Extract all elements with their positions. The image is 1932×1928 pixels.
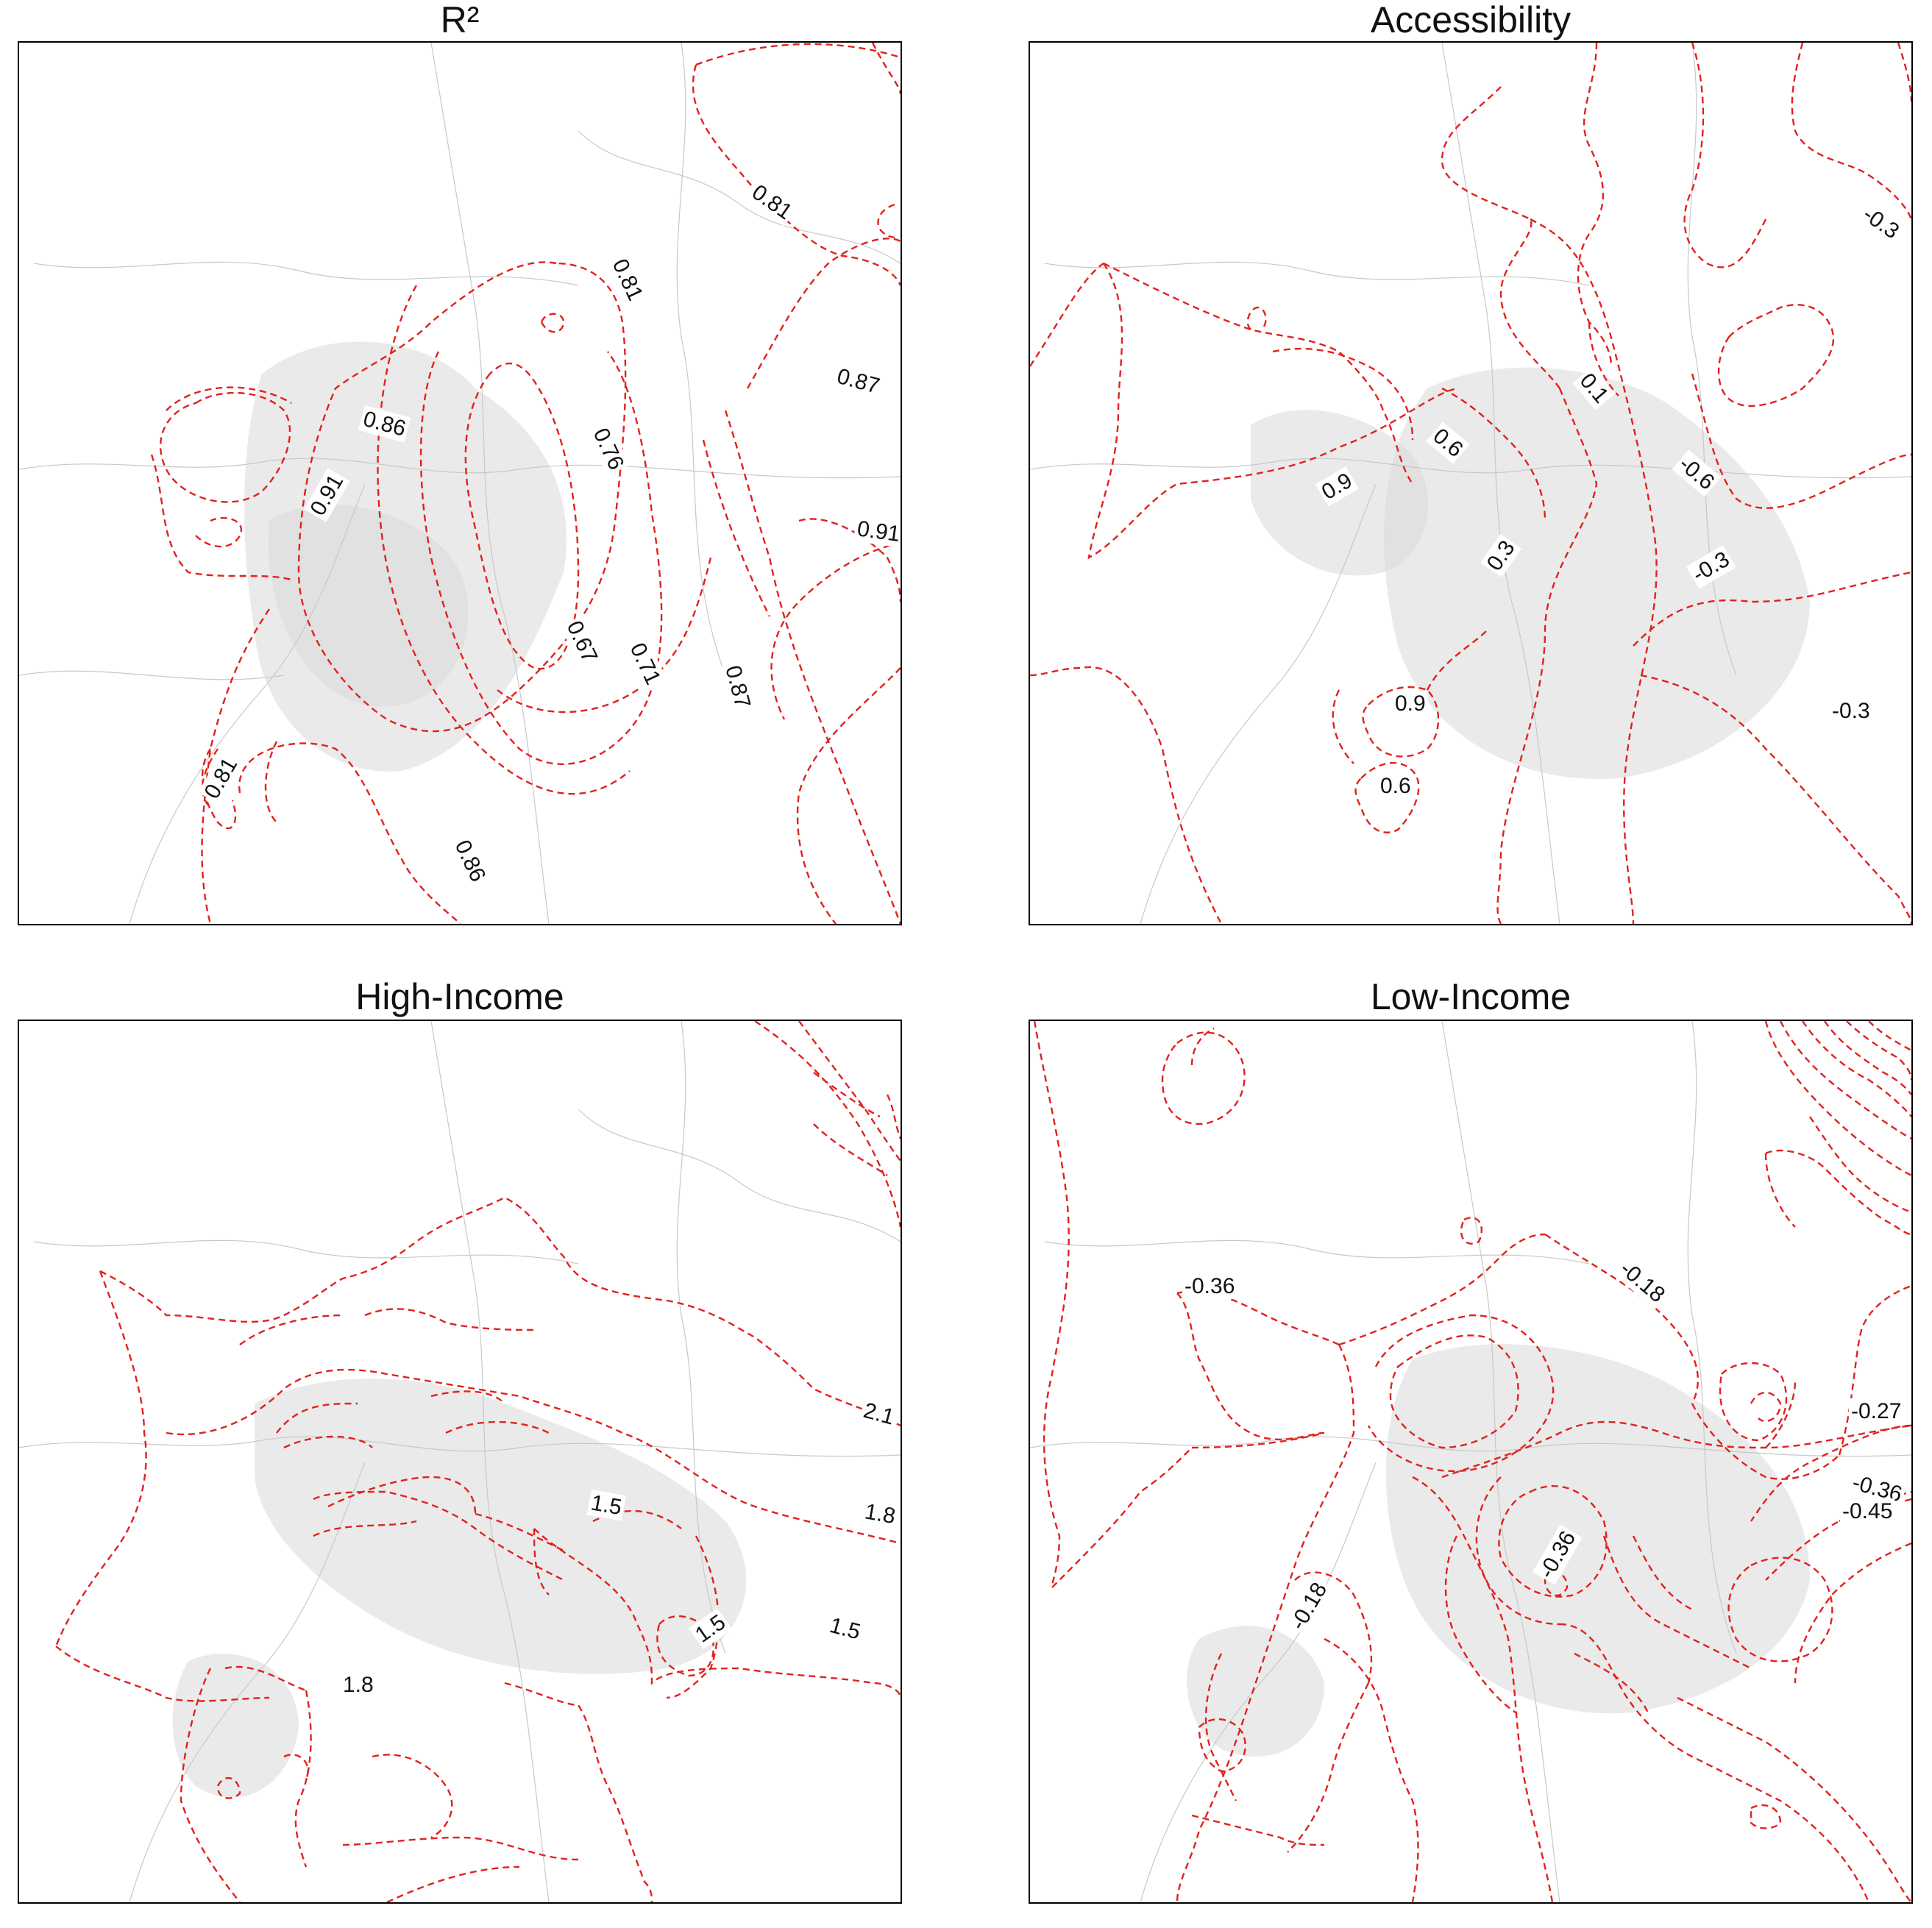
- contour-label-halo: [1284, 1576, 1334, 1637]
- contour-label-halo: [1378, 773, 1413, 799]
- contour-label-halo: [586, 421, 631, 477]
- contour-label: 2.1: [861, 1398, 897, 1430]
- contour-label-halo: [1686, 545, 1736, 589]
- road-network: [1030, 1021, 1911, 1902]
- contour-label-halo: [1847, 1469, 1907, 1509]
- contour-label-halo: [689, 1608, 733, 1650]
- contour-label-halo: [304, 468, 350, 522]
- contour-label-halo: [358, 405, 411, 443]
- contour-label: -0.36: [1185, 1274, 1235, 1298]
- contour-label: 1.5: [827, 1613, 863, 1645]
- contour-label-halo: [448, 833, 492, 889]
- contour-label-halo: [623, 636, 667, 691]
- road-network: [19, 43, 901, 924]
- contour-label-halo: [560, 614, 604, 669]
- contour-label: 1.8: [863, 1499, 898, 1529]
- contour-label: 0.87: [720, 663, 755, 711]
- contour-labels: 2.1 1.5 1.8 1.5 1.5 1.8: [341, 1397, 900, 1698]
- contour-label: -0.18: [1285, 1579, 1332, 1634]
- map-frame: -0.36 -0.18 -0.27 -0.36 -0.36 -0.45 -0.1…: [1029, 1020, 1913, 1904]
- contour-label-halo: [198, 751, 244, 805]
- contour-label-halo: [859, 1397, 900, 1431]
- contour-label-halo: [1572, 366, 1616, 410]
- contour-map: -0.36 -0.18 -0.27 -0.36 -0.36 -0.45 -0.1…: [1030, 1021, 1911, 1902]
- contour-map: 2.1 1.5 1.8 1.5 1.5 1.8: [19, 1021, 901, 1902]
- contour-label-halo: [745, 178, 799, 227]
- contour-label: -0.3: [1832, 699, 1870, 723]
- contour-map: 0.81 0.81 0.87 0.86 0.91 0.76 0.91 0.67 …: [19, 43, 901, 924]
- panel-title: R²: [440, 0, 480, 40]
- contour-label-halo: [1830, 698, 1872, 724]
- contour-label-halo: [1672, 449, 1722, 497]
- contour-label: 1.5: [589, 1490, 624, 1520]
- panel-title: Low-Income: [1370, 976, 1571, 1017]
- contour-label-halo: [860, 1498, 900, 1530]
- contour-label: 0.6: [1380, 774, 1411, 798]
- contour-label-halo: [586, 1489, 626, 1521]
- contour-lines: [1030, 43, 1911, 924]
- map-frame: -0.3 0.1 0.6 -0.6 0.9 0.3 -0.3 0.9 -0.3 …: [1029, 41, 1913, 925]
- contour-label-halo: [719, 661, 756, 714]
- contour-label: -0.45: [1842, 1499, 1892, 1523]
- contour-label-halo: [1393, 691, 1428, 716]
- contour-label-halo: [1840, 1498, 1895, 1524]
- contour-label-halo: [1855, 200, 1906, 246]
- contour-label-halo: [605, 252, 650, 307]
- contour-label-halo: [1182, 1273, 1237, 1299]
- contour-label: -0.27: [1851, 1399, 1901, 1423]
- contour-label: 0.87: [834, 364, 882, 399]
- panel-title: Accessibility: [1370, 0, 1571, 40]
- road-network: [19, 1021, 901, 1902]
- contour-label: 1.8: [343, 1673, 374, 1697]
- contour-label: 0.9: [1395, 691, 1426, 716]
- contour-label-halo: [832, 363, 885, 400]
- contour-label-halo: [1426, 421, 1470, 464]
- contour-label-halo: [1533, 1524, 1583, 1585]
- contour-label-halo: [341, 1672, 376, 1698]
- contour-lines: [150, 43, 901, 924]
- contour-label: -0.3: [1858, 202, 1903, 244]
- contour-lines: [1033, 1021, 1911, 1902]
- contour-label-halo: [1315, 466, 1359, 507]
- contour-map: -0.3 0.1 0.6 -0.6 0.9 0.3 -0.3 0.9 -0.3 …: [1030, 43, 1911, 924]
- panel-title: High-Income: [355, 976, 564, 1017]
- contour-label-halo: [853, 515, 901, 548]
- contour-label: 0.91: [856, 516, 901, 547]
- map-frame: 0.81 0.81 0.87 0.86 0.91 0.76 0.91 0.67 …: [18, 41, 902, 925]
- road-network: [1030, 43, 1911, 924]
- map-frame: 2.1 1.5 1.8 1.5 1.5 1.8: [18, 1020, 902, 1904]
- contour-label-halo: [825, 1612, 866, 1646]
- contour-label-halo: [1613, 1254, 1672, 1310]
- contour-label-halo: [1849, 1398, 1904, 1424]
- contour-lines: [54, 1021, 901, 1902]
- contour-label-halo: [1480, 533, 1522, 578]
